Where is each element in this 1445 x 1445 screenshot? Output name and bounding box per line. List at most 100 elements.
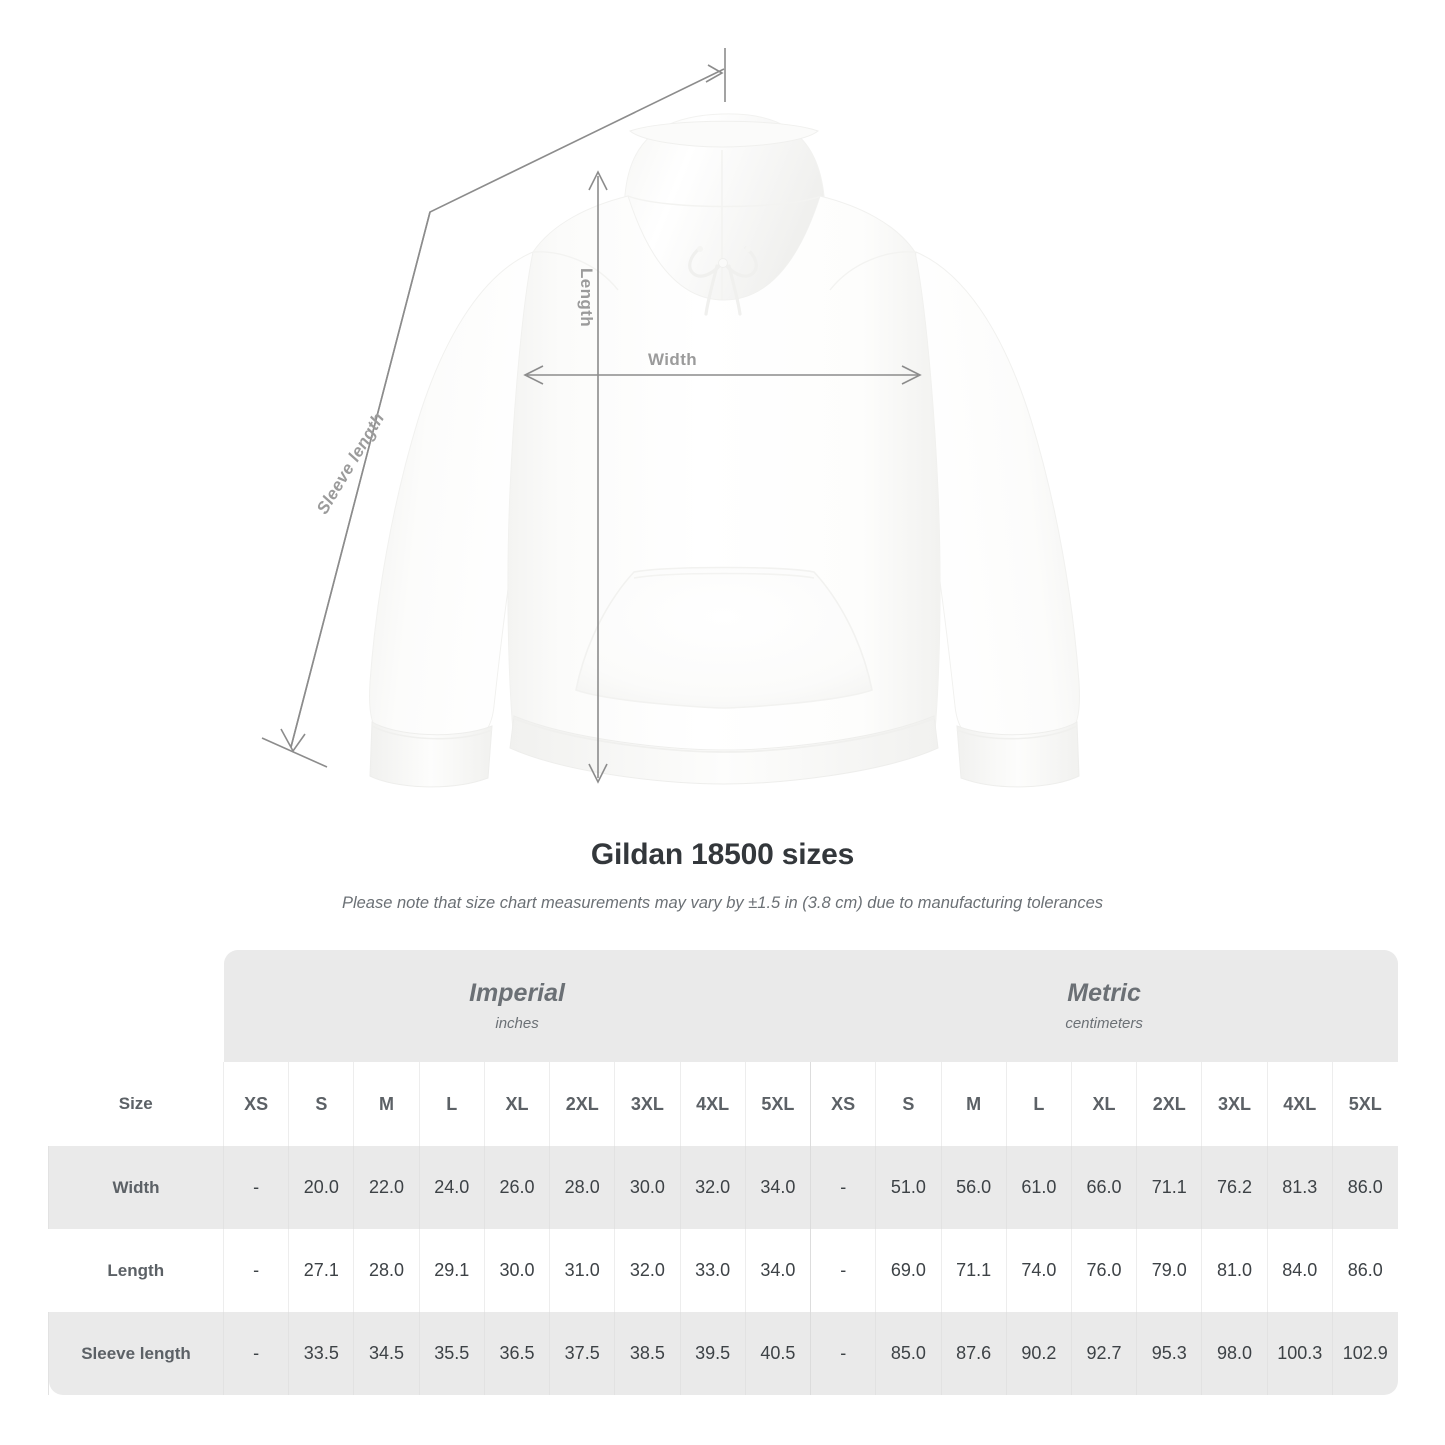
row-label-length: Length	[48, 1229, 224, 1312]
cell-imperial-L: 29.1	[418, 1229, 485, 1312]
drawstring-bow	[688, 246, 758, 316]
page-title: Gildan 18500 sizes	[590, 838, 855, 871]
cell-metric-XL: 92.7	[1070, 1312, 1137, 1395]
size-header-cell-metric-L: L	[1005, 1062, 1072, 1146]
table-row: Length -27.1 28.0 29.1 30.0 31.0 32.0 33.0 34.0-…	[48, 1229, 1398, 1312]
cell-imperial-3XL: 30.0	[614, 1146, 681, 1229]
tolerance-note: Please note that size chart measurements…	[341, 894, 1104, 912]
cell-metric-2XL: 95.3	[1136, 1312, 1202, 1395]
cell-metric-S: 85.0	[875, 1312, 942, 1395]
hood-edge-fold	[627, 195, 822, 208]
size-header-row: Size XS S M L XL 2XL 3XL 4XL 5XL XS S M L XL 2XL 3XL 4XL 5…	[48, 1062, 1398, 1146]
unit-group-metric: Metric centimeters	[810, 950, 1398, 1062]
unit-group-imperial: Imperial inches	[223, 950, 811, 1062]
size-header-cell-metric-4XL: 4XL	[1266, 1062, 1333, 1146]
cell-imperial-2XL: 28.0	[549, 1146, 615, 1229]
cell-imperial-XS: -	[222, 1229, 289, 1312]
cell-imperial-3XL: 38.5	[614, 1312, 681, 1395]
unit-group-subtitle: centimeters	[1065, 1015, 1143, 1033]
cell-metric-5XL: 86.0	[1331, 1146, 1398, 1229]
cell-imperial-2XL: 31.0	[549, 1229, 615, 1312]
cell-metric-3XL: 76.2	[1201, 1146, 1268, 1229]
cell-metric-XS: -	[810, 1146, 876, 1229]
left-shoulder-seam	[532, 251, 619, 291]
cell-metric-XS: -	[810, 1229, 876, 1312]
size-header-cell-metric-S: S	[875, 1062, 942, 1146]
size-header-cell-imperial-XL: XL	[483, 1062, 550, 1146]
unit-group-name: Imperial	[469, 978, 565, 1007]
unit-header-spacer	[48, 950, 224, 1062]
width-left-arrowhead	[523, 365, 544, 385]
length-bottom-arrowhead	[588, 763, 608, 784]
cell-metric-M: 87.6	[940, 1312, 1007, 1395]
cell-metric-L: 90.2	[1005, 1312, 1072, 1395]
size-header-cell-metric-3XL: 3XL	[1201, 1062, 1268, 1146]
chart-title-block: Gildan 18500 sizes Please note that size…	[0, 838, 1445, 913]
cell-metric-L: 74.0	[1005, 1229, 1072, 1312]
size-header-cell-imperial-L: L	[418, 1062, 485, 1146]
cell-imperial-M: 34.5	[353, 1312, 420, 1395]
hood-lining	[628, 120, 819, 148]
size-header-cell-imperial-5XL: 5XL	[744, 1062, 811, 1146]
length-top-arrowhead	[588, 170, 608, 191]
size-header-cell-imperial-4XL: 4XL	[679, 1062, 746, 1146]
size-diagram: Length Width Sleeve length	[261, 48, 1080, 788]
cell-metric-M: 56.0	[940, 1146, 1007, 1229]
left-cuff-seam	[371, 725, 493, 740]
size-chart-table: Imperial inches Metric centimeters Size XS S M L…	[48, 950, 1398, 1395]
measurement-annotations	[261, 48, 922, 784]
table-row: Sleeve length -33.5 34.5 35.5 36.5 37.5 38.5 39…	[48, 1312, 1398, 1395]
cell-imperial-3XL: 32.0	[614, 1229, 681, 1312]
drawstring-knot	[718, 258, 728, 268]
cell-imperial-XL: 30.0	[483, 1229, 550, 1312]
row-label-sleeve-length: Sleeve length	[48, 1312, 224, 1395]
cell-metric-XS: -	[810, 1312, 876, 1395]
cell-metric-3XL: 98.0	[1201, 1312, 1268, 1395]
hoodie-body-group	[369, 113, 1080, 788]
cell-imperial-S: 33.5	[288, 1312, 354, 1395]
cell-metric-4XL: 84.0	[1266, 1229, 1333, 1312]
cell-imperial-5XL: 34.0	[744, 1229, 811, 1312]
cell-imperial-4XL: 39.5	[679, 1312, 746, 1395]
width-dimension-label: Width	[648, 350, 698, 369]
sleeve-bottom-tick	[261, 737, 328, 768]
cell-imperial-5XL: 34.0	[744, 1146, 811, 1229]
cell-metric-4XL: 81.3	[1266, 1146, 1333, 1229]
cell-metric-M: 71.1	[940, 1229, 1007, 1312]
cell-metric-3XL: 81.0	[1201, 1229, 1268, 1312]
cell-imperial-4XL: 33.0	[679, 1229, 746, 1312]
hoodie-illustration	[261, 48, 1080, 788]
cell-imperial-M: 22.0	[353, 1146, 420, 1229]
sleeve-top-arrowhead	[705, 64, 724, 83]
cell-imperial-M: 28.0	[353, 1229, 420, 1312]
table-row: Width -20.0 22.0 24.0 26.0 28.0 30.0 32.0 34.0-5…	[48, 1146, 1398, 1229]
cell-imperial-5XL: 40.5	[744, 1312, 811, 1395]
left-eyelet	[697, 246, 704, 252]
cell-metric-S: 69.0	[875, 1229, 942, 1312]
size-header-cell-imperial-3XL: 3XL	[614, 1062, 681, 1146]
width-right-arrowhead	[901, 365, 922, 385]
cell-imperial-XS: -	[222, 1146, 289, 1229]
unit-group-name: Metric	[1067, 978, 1141, 1007]
cell-metric-2XL: 71.1	[1136, 1146, 1202, 1229]
row-label-width: Width	[48, 1146, 224, 1229]
cell-imperial-S: 20.0	[288, 1146, 354, 1229]
cell-metric-5XL: 102.9	[1331, 1312, 1398, 1395]
sleeve-top-horizontal	[431, 70, 722, 103]
bottom-hem	[509, 715, 939, 785]
unit-header-row: Imperial inches Metric centimeters	[48, 950, 1398, 1062]
right-eyelet	[745, 246, 752, 252]
right-cuff-seam	[956, 725, 1078, 740]
cell-imperial-XS: -	[222, 1312, 289, 1395]
size-header-label: Size	[48, 1062, 224, 1146]
sleeve-bottom-arrowhead	[280, 728, 306, 753]
size-header-cell-metric-5XL: 5XL	[1331, 1062, 1398, 1146]
cell-metric-XL: 66.0	[1070, 1146, 1137, 1229]
hem-seam	[512, 717, 936, 753]
cell-imperial-S: 27.1	[288, 1229, 354, 1312]
cell-metric-2XL: 79.0	[1136, 1229, 1202, 1312]
cell-metric-L: 61.0	[1005, 1146, 1072, 1229]
cell-imperial-XL: 36.5	[483, 1312, 550, 1395]
size-header-cell-imperial-XS: XS	[222, 1062, 289, 1146]
size-header-cell-metric-2XL: 2XL	[1136, 1062, 1202, 1146]
